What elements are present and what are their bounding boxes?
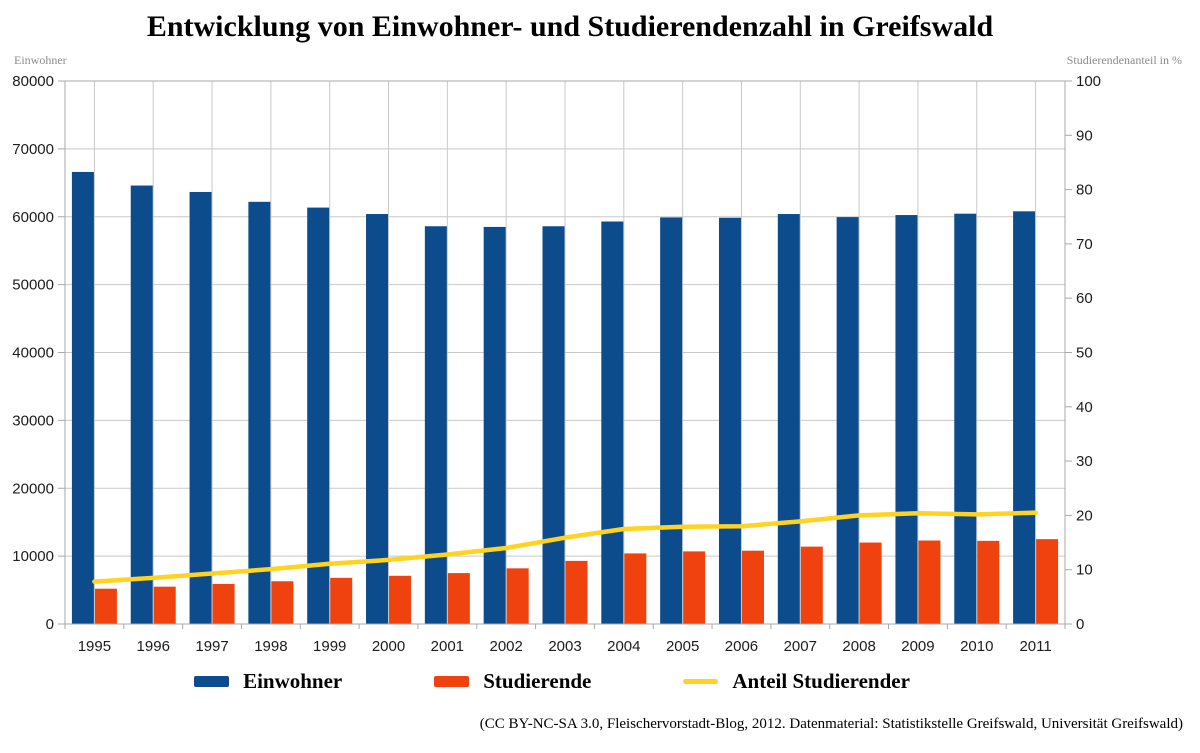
legend-label-einwohner: Einwohner (243, 669, 343, 693)
svg-text:90: 90 (1076, 127, 1093, 144)
einwohner-swatch-icon (194, 676, 230, 687)
svg-text:2003: 2003 (548, 638, 581, 655)
svg-text:50: 50 (1076, 345, 1093, 362)
svg-text:2010: 2010 (960, 638, 993, 655)
legend-item-studierende: Studierende (434, 669, 591, 694)
svg-text:70000: 70000 (12, 141, 54, 158)
svg-text:2007: 2007 (784, 638, 817, 655)
legend-label-studierende: Studierende (483, 669, 592, 693)
chart-legend: Einwohner Studierende Anteil Studierende… (0, 669, 1104, 694)
left-axis: 0 10000 20000 30000 40000 50000 60000 70000 8000… (12, 73, 65, 633)
svg-text:2002: 2002 (489, 638, 522, 655)
svg-text:2009: 2009 (901, 638, 934, 655)
right-axis: 0 10 20 30 40 50 60 70 80 90 100 (1065, 73, 1101, 633)
svg-text:40: 40 (1076, 399, 1093, 416)
svg-text:1998: 1998 (254, 638, 287, 655)
svg-text:40000: 40000 (12, 345, 54, 362)
svg-text:2006: 2006 (725, 638, 758, 655)
svg-text:30: 30 (1076, 453, 1093, 470)
svg-text:2004: 2004 (607, 638, 640, 655)
svg-text:100: 100 (1076, 73, 1101, 90)
svg-text:2005: 2005 (666, 638, 699, 655)
anteil-line-swatch-icon (683, 679, 719, 684)
anteil-line (92, 510, 1038, 584)
svg-text:1995: 1995 (78, 638, 111, 655)
legend-label-anteil: Anteil Studierender (732, 669, 910, 693)
svg-text:2001: 2001 (431, 638, 464, 655)
einwohner-bars (71, 171, 1036, 625)
svg-text:60: 60 (1076, 290, 1093, 307)
svg-text:20000: 20000 (12, 480, 54, 497)
svg-text:10000: 10000 (12, 548, 54, 565)
legend-item-anteil: Anteil Studierender (683, 669, 910, 694)
svg-text:10: 10 (1076, 562, 1093, 579)
svg-text:30000: 30000 (12, 412, 54, 429)
svg-text:80: 80 (1076, 182, 1093, 199)
svg-text:50000: 50000 (12, 277, 54, 294)
x-axis: 1995 1996 1997 1998 1999 2000 2001 2002 2003 2004… (64, 624, 1066, 655)
attribution-text: (CC BY-NC-SA 3.0, Fleischervorstadt-Blog… (479, 716, 1183, 732)
studierende-swatch-icon (434, 676, 470, 687)
svg-text:0: 0 (1076, 616, 1084, 633)
svg-text:0: 0 (46, 616, 54, 633)
svg-text:2011: 2011 (1019, 638, 1051, 655)
svg-text:20: 20 (1076, 507, 1093, 524)
svg-text:1997: 1997 (195, 638, 228, 655)
svg-text:2000: 2000 (372, 638, 405, 655)
studierende-bars (94, 539, 1059, 624)
chart-title: Entwicklung von Einwohner- und Studieren… (146, 10, 994, 43)
svg-text:1996: 1996 (137, 638, 170, 655)
legend-item-einwohner: Einwohner (194, 669, 342, 694)
svg-text:80000: 80000 (12, 73, 54, 90)
svg-text:60000: 60000 (12, 209, 54, 226)
svg-text:1999: 1999 (313, 638, 346, 655)
left-axis-title: Einwohner (14, 53, 67, 67)
right-axis-title: Studierendenanteil in % (1066, 53, 1182, 67)
svg-text:70: 70 (1076, 236, 1093, 253)
svg-text:2008: 2008 (842, 638, 875, 655)
